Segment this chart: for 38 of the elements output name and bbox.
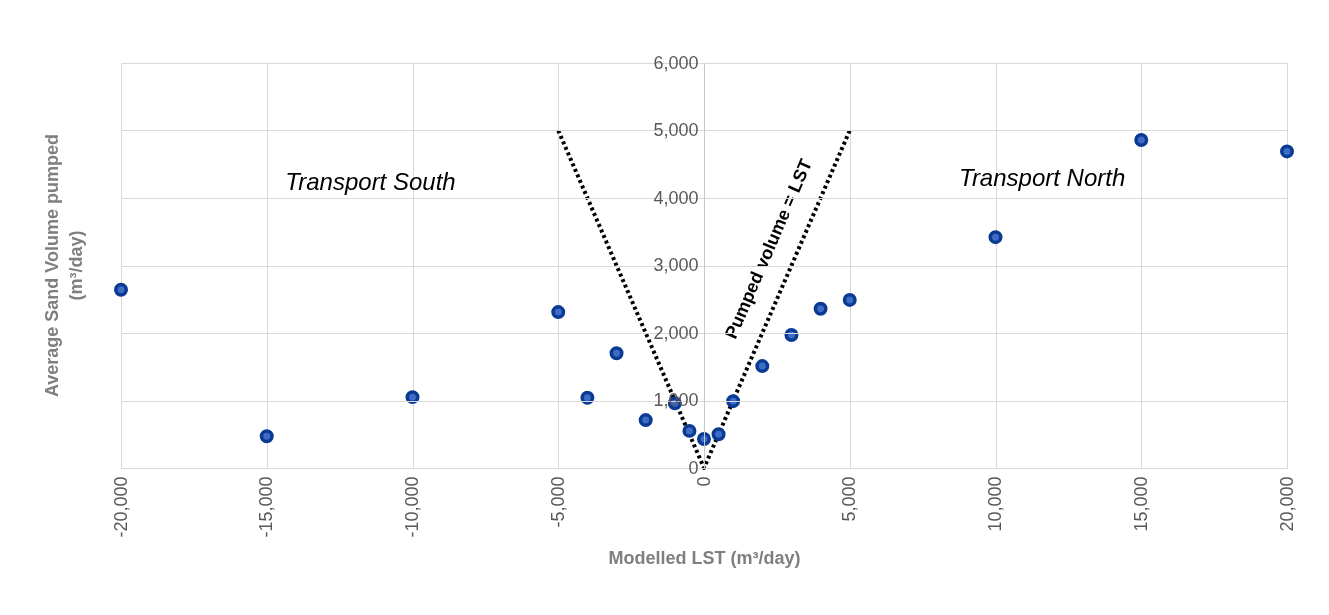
point (682, 423, 697, 438)
point (114, 282, 128, 297)
point (697, 431, 711, 446)
point (988, 230, 1003, 245)
x-tick-label: -10,000 (402, 476, 422, 538)
point (580, 390, 595, 405)
point (1134, 132, 1149, 147)
x-tick-label: 0 (693, 476, 714, 487)
point (638, 413, 653, 428)
y-tick-label: 3,000 (653, 255, 699, 275)
point (842, 292, 857, 307)
x-tick-label: 5,000 (839, 476, 860, 522)
x-tick-label: 20,000 (1276, 476, 1297, 532)
point (405, 390, 420, 405)
annotation: Transport South (285, 167, 456, 195)
y-tick-label: 2,000 (653, 322, 699, 343)
y-tick-label: 4,000 (653, 187, 699, 208)
x-tick-label: 15,000 (1130, 476, 1151, 532)
x-axis-title: Modelled LST (m³/day) (608, 547, 801, 568)
y-tick-label: 6,000 (653, 52, 699, 73)
x-tick-label: -20,000 (110, 476, 131, 538)
y-tick-label: 0 (688, 457, 699, 478)
point (259, 429, 274, 444)
point (755, 359, 770, 374)
x-tick-label: -15,000 (256, 476, 277, 538)
point (726, 394, 741, 409)
point (551, 305, 566, 320)
point (711, 427, 726, 442)
y-axis-title: Average Sand Volume pumped (m³/day) (42, 133, 86, 398)
x-tick-label: 10,000 (985, 476, 1005, 532)
point (813, 301, 828, 316)
y-tick-label: 5,000 (653, 120, 699, 140)
annotation: Transport North (959, 163, 1126, 191)
point (1280, 144, 1294, 159)
point (609, 346, 624, 361)
x-tick-label: -5,000 (547, 476, 568, 528)
point (784, 328, 799, 343)
y-tick-label: 1,000 (653, 390, 699, 410)
